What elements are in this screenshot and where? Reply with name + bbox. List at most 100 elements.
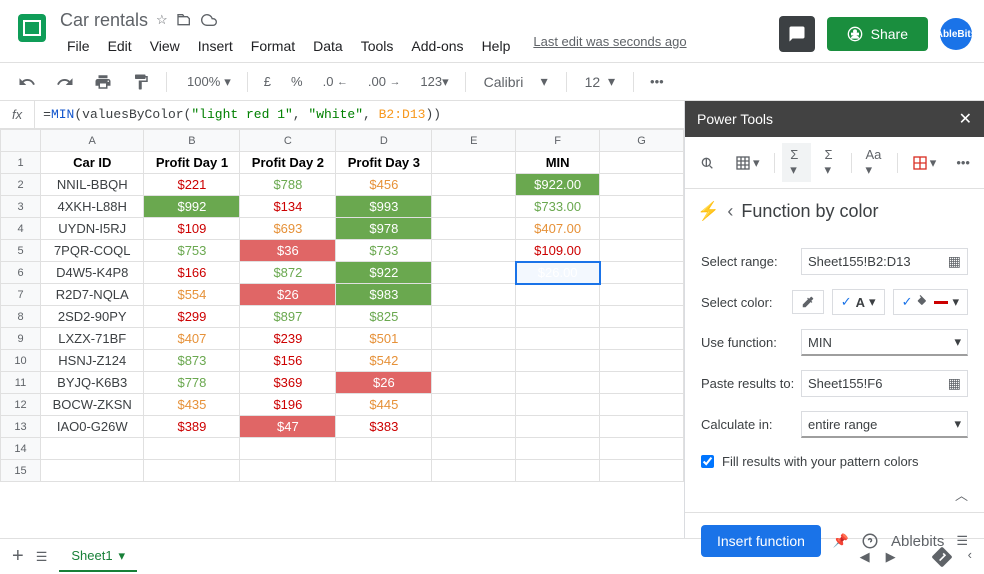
cell[interactable]: $299 <box>144 306 240 328</box>
cell[interactable] <box>432 328 516 350</box>
formula-input[interactable]: =MIN(valuesByColor("light red 1", "white… <box>35 107 684 122</box>
print-button[interactable] <box>88 69 118 95</box>
sidebar-more[interactable]: ••• <box>950 151 976 174</box>
sidebar-text-tool[interactable]: Aa ▾ <box>860 143 890 182</box>
add-sheet-button[interactable]: + <box>12 545 24 568</box>
cell[interactable] <box>516 328 600 350</box>
cell[interactable]: $369 <box>240 372 336 394</box>
close-icon[interactable]: ✕ <box>959 109 972 129</box>
row-header[interactable]: 5 <box>1 240 41 262</box>
menu-tools[interactable]: Tools <box>354 34 401 58</box>
cell[interactable]: $978 <box>336 218 432 240</box>
cell[interactable] <box>432 438 516 460</box>
cell[interactable]: $554 <box>144 284 240 306</box>
cell[interactable] <box>432 218 516 240</box>
cell[interactable] <box>516 350 600 372</box>
cell[interactable]: $389 <box>144 416 240 438</box>
menu-data[interactable]: Data <box>306 34 350 58</box>
star-icon[interactable]: ☆ <box>156 12 168 28</box>
fill-results-checkbox[interactable] <box>701 455 714 468</box>
cell[interactable] <box>432 350 516 372</box>
row-header[interactable]: 4 <box>1 218 41 240</box>
grid-picker-icon[interactable]: ▦ <box>948 253 961 270</box>
cell[interactable]: LXZX-71BF <box>41 328 144 350</box>
cell[interactable]: $778 <box>144 372 240 394</box>
row-header[interactable]: 11 <box>1 372 41 394</box>
row-header[interactable]: 10 <box>1 350 41 372</box>
menu-addons[interactable]: Add-ons <box>404 34 470 58</box>
cell[interactable] <box>432 240 516 262</box>
cell[interactable]: $993 <box>336 196 432 218</box>
cell[interactable] <box>240 460 336 482</box>
cell[interactable]: $47 <box>240 416 336 438</box>
cloud-icon[interactable] <box>200 12 218 28</box>
decrease-decimal-button[interactable]: .0 ← <box>317 70 354 93</box>
col-header[interactable]: B <box>144 130 240 152</box>
cell[interactable]: $733 <box>336 240 432 262</box>
help-icon[interactable] <box>861 532 879 550</box>
cell[interactable]: NNIL-BBQH <box>41 174 144 196</box>
cell[interactable] <box>336 438 432 460</box>
fontsize-dropdown[interactable]: 12 ▾ <box>577 71 623 92</box>
menu-file[interactable]: File <box>60 34 97 58</box>
cell[interactable] <box>516 394 600 416</box>
sheets-logo[interactable] <box>12 8 52 48</box>
row-header[interactable]: 6 <box>1 262 41 284</box>
cell[interactable] <box>600 416 684 438</box>
more-toolbar-button[interactable]: ••• <box>644 70 670 93</box>
sidebar-sigma[interactable]: Σ ▾ <box>819 143 843 182</box>
cell[interactable] <box>144 460 240 482</box>
document-title[interactable]: Car rentals <box>60 10 148 31</box>
sidebar-tool-2[interactable]: ▾ <box>729 151 766 175</box>
cell[interactable] <box>600 196 684 218</box>
row-header[interactable]: 13 <box>1 416 41 438</box>
increase-decimal-button[interactable]: .00 → <box>362 70 407 93</box>
grid-picker-icon-2[interactable]: ▦ <box>948 375 961 392</box>
fx-label[interactable]: fx <box>0 101 35 128</box>
cell[interactable]: $196 <box>240 394 336 416</box>
font-color-button[interactable]: ✓ A ▾ <box>832 289 885 315</box>
cell[interactable] <box>432 284 516 306</box>
cell[interactable] <box>600 328 684 350</box>
sheet-tab-1[interactable]: Sheet1 ▾ <box>59 542 137 572</box>
cell[interactable] <box>600 394 684 416</box>
cell[interactable]: $407 <box>144 328 240 350</box>
cell[interactable]: $36 <box>240 240 336 262</box>
cell-grid[interactable]: ABCDEFG1 Car ID Profit Day 1 Profit Day … <box>0 129 684 538</box>
paste-results-input[interactable]: Sheet155!F6 ▦ <box>801 370 968 397</box>
cell[interactable] <box>600 350 684 372</box>
cell[interactable]: BOCW-ZKSN <box>41 394 144 416</box>
paint-format-button[interactable] <box>126 69 156 95</box>
user-avatar[interactable]: AbleBits <box>940 18 972 50</box>
cell[interactable]: $788 <box>240 174 336 196</box>
last-edit-link[interactable]: Last edit was seconds ago <box>533 34 686 58</box>
cell[interactable]: $542 <box>336 350 432 372</box>
collapse-icon[interactable]: ︿ <box>701 485 968 504</box>
comments-button[interactable] <box>779 16 815 52</box>
cell[interactable]: D4W5-K4P8 <box>41 262 144 284</box>
row-header[interactable]: 8 <box>1 306 41 328</box>
cell[interactable]: $983 <box>336 284 432 306</box>
col-header[interactable]: E <box>432 130 516 152</box>
cell[interactable]: 2SD2-90PY <box>41 306 144 328</box>
cell[interactable] <box>600 460 684 482</box>
move-icon[interactable] <box>176 12 192 28</box>
cell[interactable]: $693 <box>240 218 336 240</box>
use-function-dropdown[interactable]: MIN▾ <box>801 329 968 356</box>
percent-button[interactable]: % <box>285 70 309 93</box>
cell[interactable]: $407.00 <box>516 218 600 240</box>
cell[interactable] <box>600 284 684 306</box>
cell[interactable]: $156 <box>240 350 336 372</box>
tab-nav-right[interactable]: ▶ <box>886 549 896 565</box>
share-button[interactable]: Share <box>827 17 928 51</box>
cell[interactable]: $873 <box>144 350 240 372</box>
cell[interactable] <box>600 218 684 240</box>
cell[interactable] <box>432 394 516 416</box>
cell[interactable]: R2D7-NQLA <box>41 284 144 306</box>
cell[interactable] <box>516 460 600 482</box>
row-header[interactable]: 3 <box>1 196 41 218</box>
cell[interactable] <box>144 438 240 460</box>
currency-button[interactable]: £ <box>258 70 277 93</box>
cell[interactable] <box>600 438 684 460</box>
explore-button[interactable] <box>932 547 952 567</box>
